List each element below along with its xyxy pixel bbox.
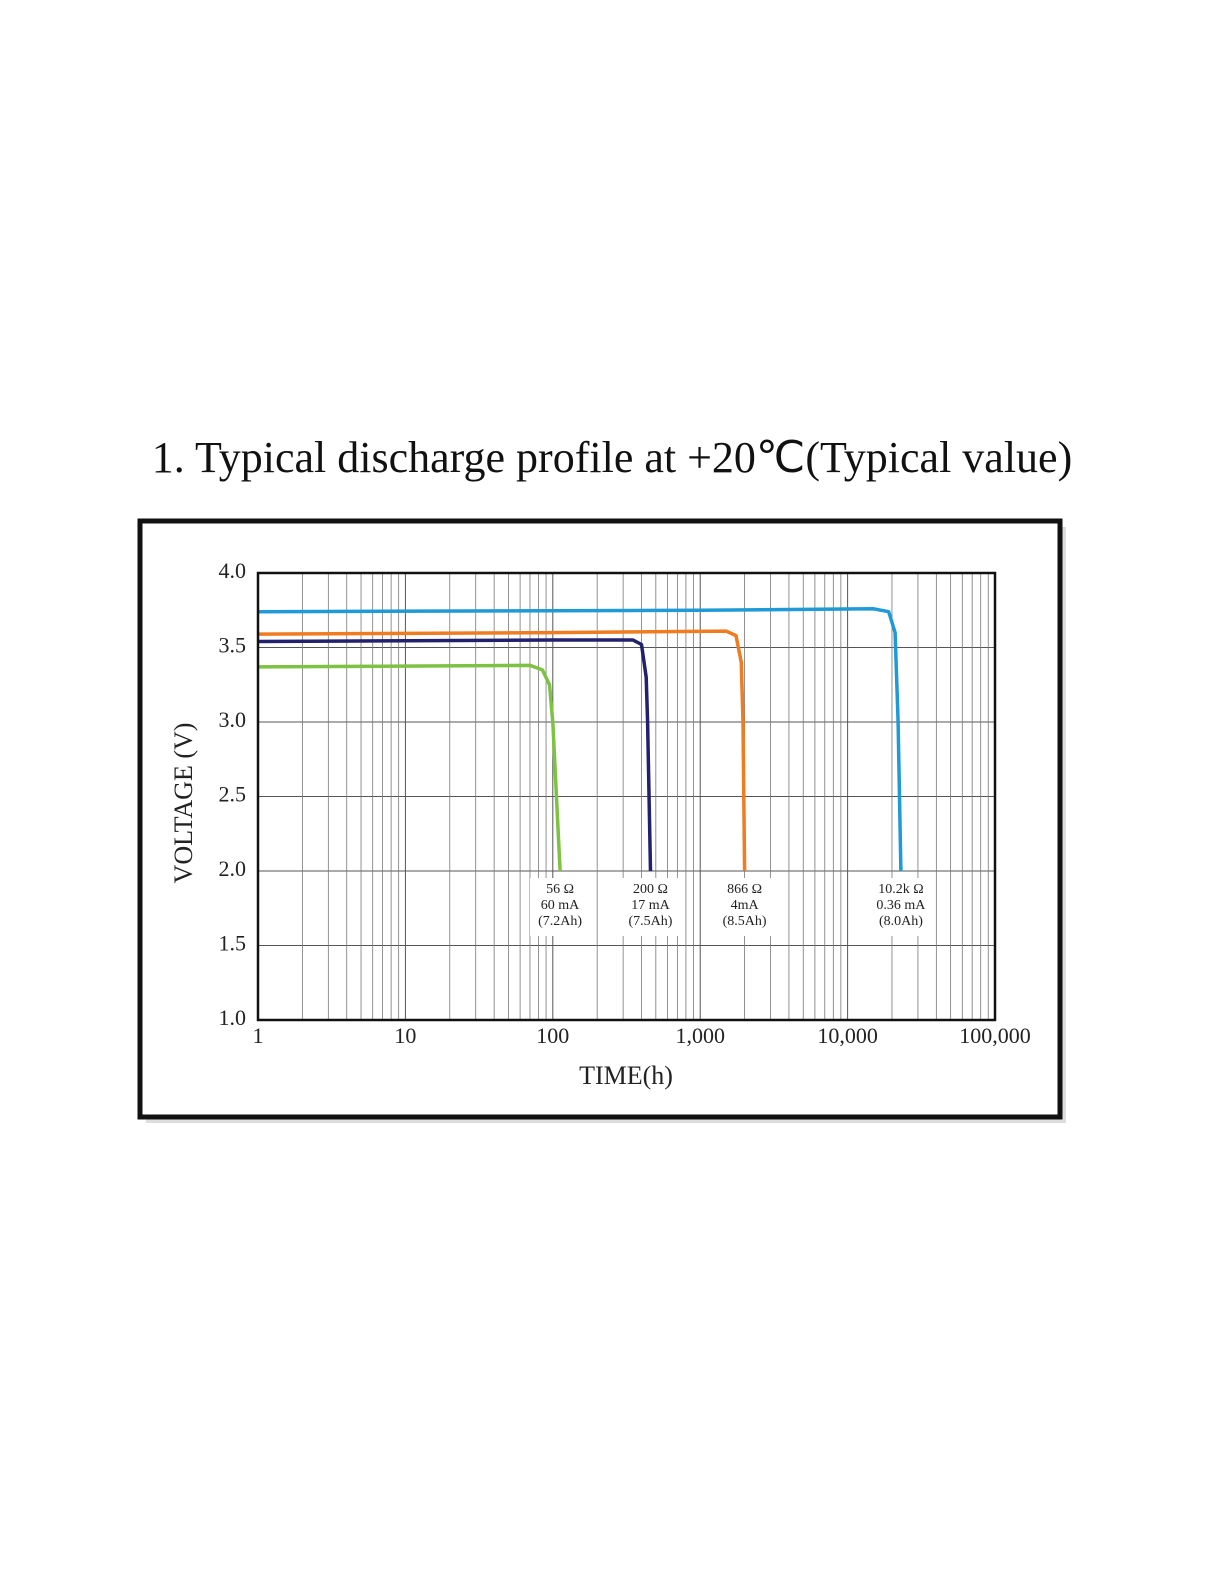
series-line [257, 629, 747, 872]
annotation-text: 866 Ω [727, 882, 762, 897]
annotation-box [530, 878, 591, 936]
y-tick-label: 3.0 [219, 707, 247, 732]
y-axis-label: VOLTAGE (V) [169, 723, 198, 884]
y-tick-label: 4.0 [219, 558, 247, 583]
annotation-box [870, 878, 931, 936]
annotation-text: 10.2k Ω [878, 882, 923, 897]
annotation-text: 4mA [731, 898, 760, 913]
annotation-box [620, 878, 681, 936]
y-tick-label: 3.5 [219, 633, 247, 658]
x-tick-label: 100 [536, 1023, 569, 1048]
x-tick-label: 1 [253, 1023, 264, 1048]
x-axis-label: TIME(h) [579, 1061, 673, 1090]
y-tick-label: 2.5 [219, 782, 247, 807]
series-line [257, 607, 903, 872]
annotation-text: (7.2Ah) [538, 914, 582, 929]
chart-title: 1. Typical discharge profile at +20℃(Typ… [152, 433, 1072, 482]
y-tick-label: 1.5 [219, 931, 247, 956]
series-line [257, 638, 653, 872]
annotation-text: 200 Ω [633, 882, 668, 897]
frame [137, 518, 1063, 1120]
annotation-text: 17 mA [631, 898, 670, 913]
annotation-text: 0.36 mA [876, 898, 926, 913]
y-tick-label: 2.0 [219, 856, 247, 881]
plot-border [256, 571, 997, 1022]
annotation-box [714, 878, 775, 936]
annotation-text: (8.5Ah) [723, 914, 767, 929]
x-tick-label: 100,000 [959, 1023, 1031, 1048]
x-tick-label: 10,000 [817, 1023, 878, 1048]
x-tick-label: 10 [394, 1023, 416, 1048]
annotation-text: 56 Ω [546, 882, 574, 897]
x-tick-label: 1,000 [675, 1023, 725, 1048]
y-tick-label: 1.0 [219, 1005, 247, 1030]
series-line [257, 663, 562, 872]
annotation-text: (8.0Ah) [879, 914, 923, 929]
lines [257, 607, 903, 872]
annotation-text: 60 mA [541, 898, 580, 913]
annotation-text: (7.5Ah) [629, 914, 673, 929]
